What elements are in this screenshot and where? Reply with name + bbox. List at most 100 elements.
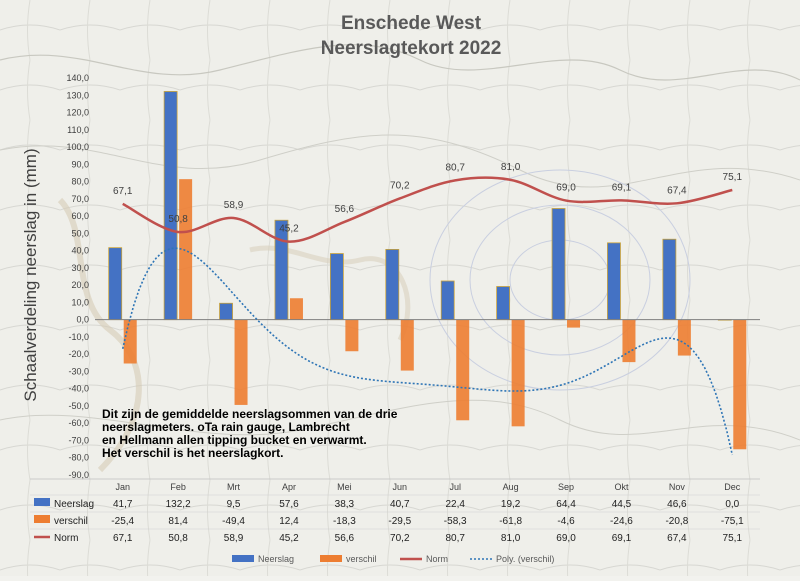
y-tick-label: 90,0 [71,159,89,169]
norm-data-label: 69,1 [612,182,632,193]
table-cell: 67,1 [113,533,133,544]
table-cell: -75,1 [721,516,744,527]
trendline-verschil [121,247,734,456]
bars-group [108,91,747,450]
norm-data-label: 70,2 [390,180,410,191]
table-cell: -25,4 [111,516,134,527]
table-cell: 45,2 [279,533,299,544]
y-tick-label: -80,0 [68,453,89,463]
norm-data-label: 81,0 [501,162,521,173]
y-tick-label: -90,0 [68,470,89,480]
norm-data-label: 80,7 [445,162,465,173]
annotation-line-4: Het verschil is het neerslagkort. [102,446,283,460]
norm-data-label: 50,8 [168,214,188,225]
y-tick-label: 60,0 [71,211,89,221]
bar-verschil-dec [733,319,747,450]
norm-data-label: 69,0 [556,183,576,194]
category-label: Nov [669,482,686,492]
bar-verschil-sep [567,319,581,328]
table-cell: 80,7 [445,533,465,544]
table-cell: 0,0 [725,499,739,510]
y-tick-label: -70,0 [68,435,89,445]
norm-data-label: 56,6 [335,204,355,215]
category-label: Dec [724,482,741,492]
y-tick-label: 120,0 [66,108,89,118]
table-cell: -4,6 [557,516,575,527]
bar-verschil-apr [289,298,303,320]
category-label: Aug [503,482,519,492]
chart-titles: Enschede West Neerslagtekort 2022 [321,13,502,59]
bar-verschil-nov [677,319,691,356]
chart-title-line1: Enschede West [341,13,482,34]
legend-label: Neerslag [258,554,294,564]
table-cell: 64,4 [556,499,576,510]
table-cell: 69,0 [556,533,576,544]
y-tick-label: 100,0 [66,142,89,152]
bar-verschil-feb [179,179,193,320]
y-tick-label: 0,0 [76,315,89,325]
y-tick-label: -20,0 [68,349,89,359]
norm-data-label: 58,9 [224,200,244,211]
annotation-text: Dit zijn de gemiddelde neerslagsommen va… [102,407,398,460]
legend-label: Poly. (verschil) [496,554,554,564]
bar-neerslag-mrt [219,302,233,321]
table-cell: 40,7 [390,499,410,510]
table-cell: 132,2 [166,499,191,510]
category-label: Mei [337,482,352,492]
y-tick-label: 40,0 [71,246,89,256]
table-cell: -58,3 [444,516,467,527]
category-label: Jun [393,482,408,492]
table-cell: -49,4 [222,516,245,527]
table-cell: 81,0 [501,533,521,544]
annotation-line-2: neerslagmeters. oTa rain gauge, Lambrech… [102,420,350,434]
table-cell: 75,1 [723,533,743,544]
y-tick-label: 130,0 [66,90,89,100]
table-cell: 41,7 [113,499,133,510]
bar-verschil-mrt [234,319,248,405]
category-label: Apr [282,482,296,492]
table-cell: 70,2 [390,533,410,544]
table-cell: 56,6 [335,533,355,544]
norm-line [122,176,733,243]
table-cell: -18,3 [333,516,356,527]
category-label: Jan [115,482,130,492]
bar-neerslag-aug [496,286,511,321]
norm-data-labels: 67,1 50,8 58,9 45,2 56,6 70,2 80,7 81,0 69,0 69,1… [113,162,742,235]
norm-data-label: 75,1 [723,172,743,183]
table-cell: -29,5 [388,516,411,527]
bar-neerslag-jan [108,247,123,321]
legend: Neerslag verschil Norm Poly. (verschil) [232,554,554,564]
y-tick-label: 30,0 [71,263,89,273]
bar-neerslag-sep [551,208,566,321]
legend-key-neerslag [232,555,254,562]
bar-verschil-jun [400,319,414,371]
bar-verschil-okt [622,319,636,363]
table-cell: 44,5 [612,499,632,510]
legend-key-verschil [320,555,342,562]
table-cell: 57,6 [279,499,299,510]
bar-verschil-mei [345,319,359,352]
bar-neerslag-okt [607,242,621,321]
table-cell: -20,8 [665,516,688,527]
table-cell: 46,6 [667,499,687,510]
table-cell: -61,8 [499,516,522,527]
category-label: Jul [449,482,461,492]
lines-group [121,176,734,456]
data-table: Jan Feb Mrt Apr Mei Jun Jul Aug Sep Okt Nov Dec Neer… [30,478,760,544]
table-cell: 50,8 [168,533,188,544]
bar-neerslag-mei [329,253,344,321]
annotation-line-3: en Hellmann allen tipping bucket en verw… [102,433,367,447]
table-cell: 58,9 [224,533,244,544]
annotation-line-1: Dit zijn de gemiddelde neerslagsommen va… [102,407,398,421]
norm-data-label: 67,1 [113,186,133,197]
y-tick-label: 50,0 [71,228,89,238]
bar-verschil-jan [123,319,137,364]
table-cell: 22,4 [445,499,465,510]
y-tick-label: 10,0 [71,297,89,307]
y-tick-label: 140,0 [66,73,89,83]
table-row-name: Neerslag [54,499,94,510]
bar-neerslag-apr [274,219,289,321]
bar-verschil-jul [456,319,470,421]
table-legend-key [34,498,50,506]
